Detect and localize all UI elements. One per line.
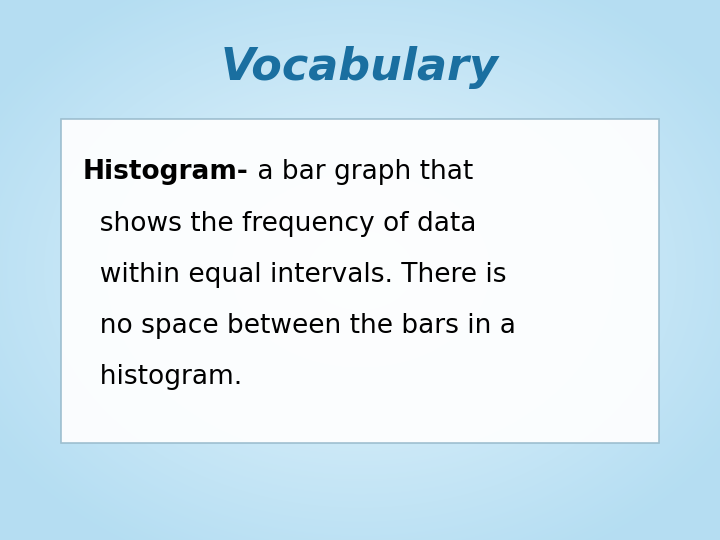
Text: no space between the bars in a: no space between the bars in a	[83, 313, 516, 339]
Text: histogram.: histogram.	[83, 364, 242, 390]
Text: a bar graph that: a bar graph that	[248, 159, 473, 185]
Text: Vocabulary: Vocabulary	[221, 46, 499, 89]
Text: Histogram-: Histogram-	[83, 159, 248, 185]
Text: within equal intervals. There is: within equal intervals. There is	[83, 262, 506, 288]
Text: shows the frequency of data: shows the frequency of data	[83, 211, 476, 237]
FancyBboxPatch shape	[61, 119, 659, 443]
